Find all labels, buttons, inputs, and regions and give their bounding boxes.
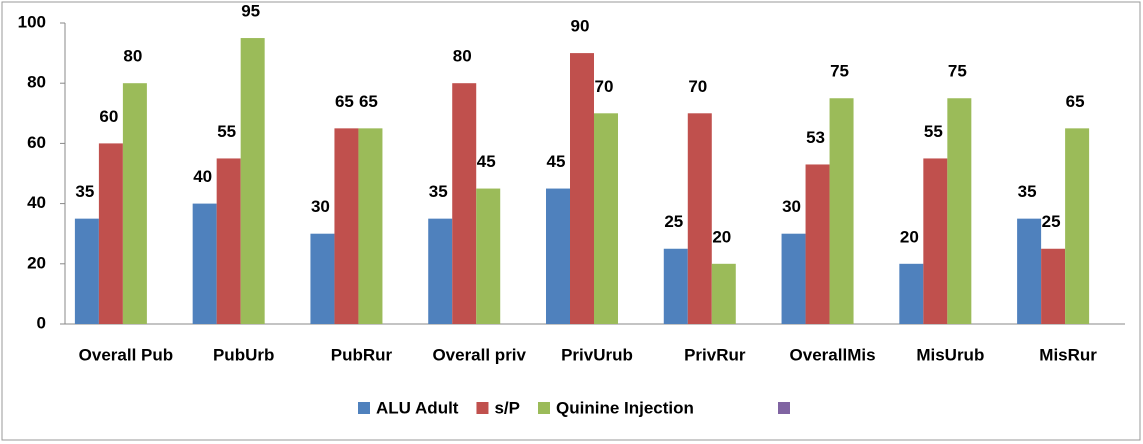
- data-label: 35: [429, 182, 448, 201]
- bar: [240, 38, 265, 325]
- data-label: 40: [193, 167, 212, 186]
- data-label: 65: [359, 92, 378, 111]
- bar: [1017, 218, 1042, 324]
- bar: [122, 83, 147, 324]
- data-label: 55: [924, 122, 943, 141]
- bar: [947, 98, 972, 324]
- data-label: 80: [453, 47, 472, 66]
- x-tick-label: PrivRur: [684, 345, 746, 364]
- data-label: 30: [311, 197, 330, 216]
- data-label: 25: [664, 212, 683, 231]
- y-tick-label: 100: [18, 12, 46, 31]
- bar: [476, 188, 501, 324]
- bar: [358, 128, 383, 324]
- data-label: 45: [477, 152, 496, 171]
- bar: [216, 158, 241, 324]
- bar: [74, 218, 99, 324]
- legend-swatch: [358, 402, 370, 414]
- data-label: 20: [712, 227, 731, 246]
- bar: [310, 233, 335, 324]
- bar: [1041, 248, 1066, 324]
- data-label: 70: [688, 77, 707, 96]
- bar: [829, 98, 854, 324]
- data-label: 75: [948, 62, 967, 81]
- bar: [546, 188, 570, 324]
- data-label: 53: [806, 128, 825, 147]
- bar: [1065, 128, 1090, 324]
- legend-swatch: [476, 402, 489, 414]
- y-tick-label: 0: [37, 313, 46, 332]
- legend-swatch: [778, 402, 790, 414]
- data-label: 55: [217, 122, 236, 141]
- y-tick-label: 80: [27, 73, 46, 92]
- bar: [570, 53, 594, 324]
- bar: [428, 218, 453, 324]
- data-label: 45: [547, 152, 566, 171]
- x-tick-label: Overall priv: [432, 345, 526, 364]
- bar: [663, 248, 688, 324]
- bar: [899, 263, 924, 324]
- bar: [711, 263, 736, 324]
- data-label: 70: [595, 77, 614, 96]
- bar: [687, 113, 712, 324]
- x-tick-label: MisRur: [1039, 345, 1097, 364]
- data-label: 80: [123, 47, 142, 66]
- x-tick-label: MisUrub: [916, 345, 984, 364]
- y-tick-label: 40: [27, 193, 46, 212]
- bar: [452, 83, 477, 324]
- data-label: 20: [900, 227, 919, 246]
- bar: [805, 164, 830, 324]
- bar: [334, 128, 359, 324]
- legend-label: Quinine Injection: [556, 398, 694, 417]
- data-label: 65: [335, 92, 354, 111]
- data-label: 35: [1018, 182, 1037, 201]
- data-label: 95: [241, 2, 260, 21]
- legend-swatch: [538, 402, 550, 414]
- data-label: 25: [1042, 212, 1061, 231]
- data-label: 65: [1066, 92, 1085, 111]
- data-label: 35: [75, 182, 94, 201]
- bar: [192, 203, 217, 324]
- x-tick-label: Overall Pub: [79, 345, 173, 364]
- bar: [781, 233, 806, 324]
- bar: [98, 143, 123, 324]
- y-tick-label: 60: [27, 133, 46, 152]
- legend-label: s/P: [494, 398, 520, 417]
- bar: [923, 158, 948, 324]
- data-label: 30: [782, 197, 801, 216]
- x-tick-label: PubUrb: [213, 345, 274, 364]
- x-tick-label: PubRur: [331, 345, 393, 364]
- data-label: 90: [571, 17, 590, 36]
- y-tick-label: 20: [27, 253, 46, 272]
- x-tick-label: PrivUrub: [561, 345, 633, 364]
- bar: [594, 113, 618, 324]
- legend-label: ALU Adult: [376, 398, 459, 417]
- x-tick-label: OverallMis: [790, 345, 876, 364]
- data-label: 75: [830, 62, 849, 81]
- data-label: 60: [99, 107, 118, 126]
